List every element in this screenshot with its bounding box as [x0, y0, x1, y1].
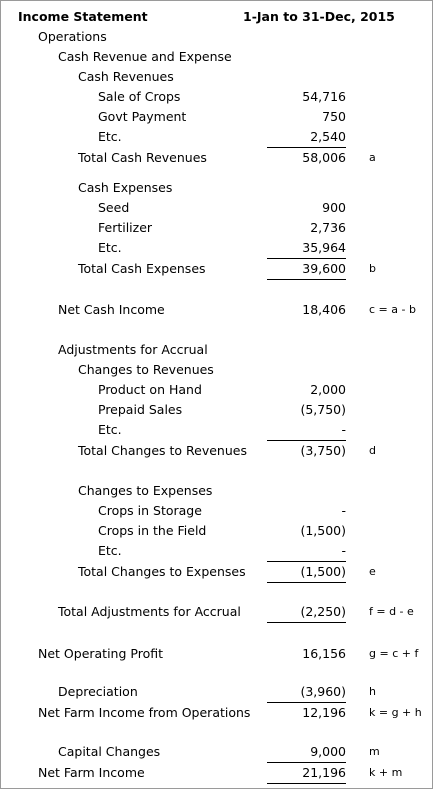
row-label: Total Changes to Revenues — [78, 443, 247, 458]
statement-row: Crops in the Field (1,500) — [1, 521, 432, 541]
statement-row: Net Cash Income 18,406 c = a - b — [1, 300, 432, 320]
row-note: d — [369, 444, 376, 457]
statement-row: Product on Hand 2,000 — [1, 380, 432, 400]
row-value: - — [267, 541, 346, 562]
row-label: Net Cash Income — [58, 302, 165, 317]
row-value: (3,750) — [300, 443, 346, 458]
row-value: 2,000 — [310, 382, 346, 397]
statement-row: Cash Expenses — [1, 178, 432, 198]
row-label: Etc. — [98, 422, 122, 437]
statement-row: Sale of Crops 54,716 — [1, 87, 432, 107]
statement-row: Changes to Expenses — [1, 481, 432, 501]
row-note: f = d - e — [369, 605, 414, 618]
row-label: Net Operating Profit — [38, 646, 163, 661]
row-note: k = g + h — [369, 706, 422, 719]
statement-row: Total Cash Expenses 39,600 b — [1, 259, 432, 280]
row-label: Total Adjustments for Accrual — [58, 604, 241, 619]
row-label: Cash Revenues — [78, 69, 174, 84]
row-note: c = a - b — [369, 303, 416, 316]
row-value: 39,600 — [267, 259, 346, 280]
statement-row: Depreciation (3,960) h — [1, 682, 432, 703]
row-label: Cash Revenue and Expense — [58, 49, 232, 64]
row-value: - — [267, 420, 346, 441]
row-label: Crops in Storage — [98, 503, 202, 518]
statement-title: Income Statement — [18, 9, 148, 24]
row-label: Total Cash Expenses — [78, 261, 206, 276]
row-label: Prepaid Sales — [98, 402, 183, 417]
statement-row: Prepaid Sales (5,750) — [1, 400, 432, 420]
row-value: 2,736 — [310, 220, 346, 235]
row-note: e — [369, 565, 376, 578]
row-label: Etc. — [98, 129, 122, 144]
row-label: Sale of Crops — [98, 89, 181, 104]
row-value: 750 — [322, 109, 346, 124]
statement-row: Etc. 35,964 — [1, 238, 432, 259]
row-label: Total Changes to Expenses — [78, 564, 246, 579]
row-label: Cash Expenses — [78, 180, 173, 195]
row-label: Depreciation — [58, 684, 138, 699]
row-note: a — [369, 151, 376, 164]
statement-row: Adjustments for Accrual — [1, 340, 432, 360]
row-label: Crops in the Field — [98, 523, 207, 538]
statement-period: 1-Jan to 31-Dec, 2015 — [243, 9, 395, 24]
row-value: 16,156 — [302, 646, 346, 661]
row-value: 12,196 — [302, 705, 346, 720]
row-note: b — [369, 262, 376, 275]
row-label: Changes to Revenues — [78, 362, 214, 377]
row-value: 35,964 — [267, 238, 346, 259]
row-label: Govt Payment — [98, 109, 187, 124]
statement-row: Net Farm Income from Operations 12,196 k… — [1, 703, 432, 723]
row-value: (3,960) — [267, 682, 346, 703]
row-label: Operations — [38, 29, 107, 44]
statement-row: Crops in Storage - — [1, 501, 432, 521]
statement-row: Fertilizer 2,736 — [1, 218, 432, 238]
row-value: 9,000 — [267, 742, 346, 763]
statement-row: Cash Revenue and Expense — [1, 47, 432, 67]
row-value: 900 — [322, 200, 346, 215]
statement-row: Net Operating Profit 16,156 g = c + f — [1, 644, 432, 664]
statement-row: Etc. - — [1, 420, 432, 441]
statement-header: Income Statement 1-Jan to 31-Dec, 2015 — [1, 7, 432, 27]
row-label: Product on Hand — [98, 382, 202, 397]
row-label: Etc. — [98, 240, 122, 255]
statement-row: Total Changes to Expenses (1,500) e — [1, 562, 432, 583]
statement-row: Operations — [1, 27, 432, 47]
row-note: k + m — [369, 766, 403, 779]
row-note: m — [369, 745, 380, 758]
row-label: Net Farm Income — [38, 765, 145, 780]
row-value: - — [341, 503, 346, 518]
row-label: Fertilizer — [98, 220, 153, 235]
row-value: 58,006 — [302, 150, 346, 165]
statement-row: Total Changes to Revenues (3,750) d — [1, 441, 432, 461]
row-value: 18,406 — [302, 302, 346, 317]
row-note: h — [369, 685, 376, 698]
row-label: Total Cash Revenues — [78, 150, 207, 165]
statement-row: Capital Changes 9,000 m — [1, 742, 432, 763]
statement-row: Seed 900 — [1, 198, 432, 218]
statement-row: Total Adjustments for Accrual (2,250) f … — [1, 602, 432, 623]
statement-row: Etc. - — [1, 541, 432, 562]
row-value: (1,500) — [267, 562, 346, 583]
row-value: 2,540 — [267, 127, 346, 148]
row-label: Net Farm Income from Operations — [38, 705, 251, 720]
row-value: (2,250) — [267, 602, 346, 623]
row-label: Changes to Expenses — [78, 483, 213, 498]
row-label: Etc. — [98, 543, 122, 558]
statement-row: Govt Payment 750 — [1, 107, 432, 127]
row-label: Adjustments for Accrual — [58, 342, 208, 357]
row-value: 21,196 — [267, 763, 346, 784]
statement-row: Total Cash Revenues 58,006 a — [1, 148, 432, 168]
row-label: Capital Changes — [58, 744, 161, 759]
statement-row: Etc. 2,540 — [1, 127, 432, 148]
row-value: 54,716 — [302, 89, 346, 104]
row-value: (1,500) — [300, 523, 346, 538]
statement-row: Cash Revenues — [1, 67, 432, 87]
row-note: g = c + f — [369, 647, 419, 660]
row-label: Seed — [98, 200, 130, 215]
statement-row: Net Farm Income 21,196 k + m — [1, 763, 432, 784]
statement-row: Changes to Revenues — [1, 360, 432, 380]
row-value: (5,750) — [300, 402, 346, 417]
